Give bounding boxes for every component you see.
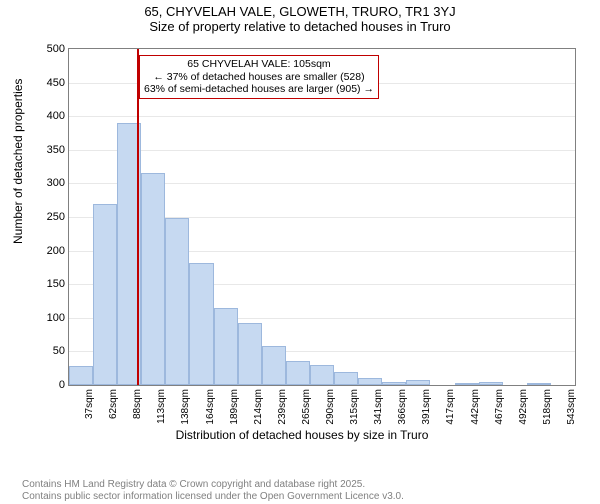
footer: Contains HM Land Registry data © Crown c…: [22, 479, 404, 502]
y-tick-label: 200: [47, 245, 65, 257]
histogram-bar: [334, 372, 358, 385]
y-tick-label: 500: [47, 43, 65, 55]
y-tick-label: 0: [59, 379, 65, 391]
plot-area: 05010015020025030035040045050037sqm62sqm…: [68, 48, 576, 386]
title-line1: 65, CHYVELAH VALE, GLOWETH, TRURO, TR1 3…: [0, 4, 600, 19]
x-tick-label: 88sqm: [132, 389, 143, 419]
x-tick-label: 341sqm: [373, 389, 384, 425]
histogram-bar: [262, 346, 286, 385]
x-tick-label: 138sqm: [180, 389, 191, 425]
x-tick-label: 315sqm: [349, 389, 360, 425]
histogram-bar: [69, 366, 93, 385]
y-tick-label: 50: [53, 345, 65, 357]
title-line2: Size of property relative to detached ho…: [0, 19, 600, 34]
x-tick-label: 417sqm: [445, 389, 456, 425]
annotation-line3: 63% of semi-detached houses are larger (…: [144, 83, 374, 96]
y-axis-label: Number of detached properties: [11, 79, 25, 244]
y-tick-label: 100: [47, 312, 65, 324]
x-tick-label: 442sqm: [470, 389, 481, 425]
histogram-bar: [310, 365, 334, 385]
grid-line: [69, 150, 575, 151]
histogram-bar: [455, 383, 479, 385]
x-tick-label: 113sqm: [156, 389, 167, 424]
y-tick-label: 300: [47, 177, 65, 189]
x-tick-label: 265sqm: [301, 389, 312, 425]
x-tick-label: 62sqm: [108, 389, 119, 419]
y-tick-label: 400: [47, 110, 65, 122]
y-tick-label: 250: [47, 211, 65, 223]
annotation-line1: 65 CHYVELAH VALE: 105sqm: [144, 58, 374, 71]
histogram-bar: [286, 361, 310, 385]
histogram-bar: [382, 382, 406, 385]
footer-line2: Contains public sector information licen…: [22, 491, 404, 503]
x-tick-label: 366sqm: [397, 389, 408, 425]
x-tick-label: 164sqm: [205, 389, 216, 425]
histogram-bar: [189, 263, 213, 385]
histogram-bar: [406, 380, 430, 385]
marker-line: [137, 49, 139, 385]
annotation-line2: ← 37% of detached houses are smaller (52…: [144, 71, 374, 84]
grid-line: [69, 116, 575, 117]
histogram-bar: [479, 382, 503, 385]
y-tick-label: 450: [47, 77, 65, 89]
y-tick-label: 350: [47, 144, 65, 156]
histogram-bar: [527, 383, 551, 385]
footer-line1: Contains HM Land Registry data © Crown c…: [22, 479, 404, 491]
histogram-bar: [165, 218, 189, 385]
histogram-bar: [358, 378, 382, 385]
x-tick-label: 239sqm: [277, 389, 288, 425]
x-tick-label: 543sqm: [566, 389, 577, 425]
x-tick-label: 467sqm: [494, 389, 505, 425]
chart-container: Number of detached properties 0501001502…: [22, 44, 582, 444]
x-axis-label: Distribution of detached houses by size …: [176, 428, 429, 442]
histogram-bar: [93, 204, 117, 385]
x-tick-label: 214sqm: [253, 389, 264, 425]
histogram-bar: [141, 173, 165, 385]
x-tick-label: 290sqm: [325, 389, 336, 425]
histogram-bar: [238, 323, 262, 385]
x-tick-label: 518sqm: [542, 389, 553, 425]
x-tick-label: 391sqm: [421, 389, 432, 425]
x-tick-label: 189sqm: [229, 389, 240, 425]
x-tick-label: 37sqm: [84, 389, 95, 419]
x-tick-label: 492sqm: [518, 389, 529, 425]
histogram-bar: [214, 308, 238, 385]
annotation-box: 65 CHYVELAH VALE: 105sqm ← 37% of detach…: [139, 55, 379, 99]
y-tick-label: 150: [47, 278, 65, 290]
